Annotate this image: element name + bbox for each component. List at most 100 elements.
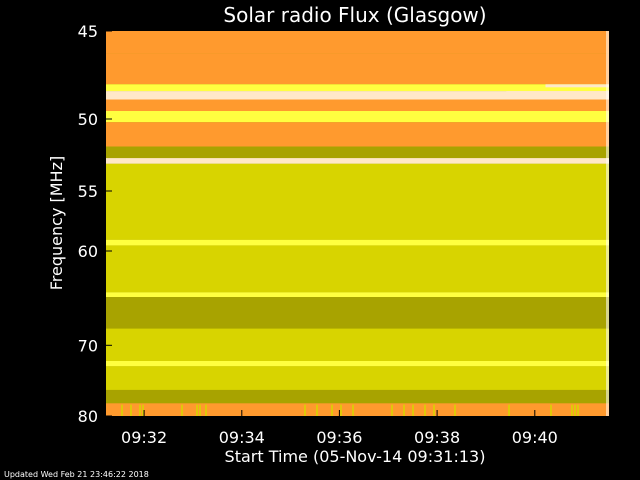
y-axis-label: Frequency [MHz] <box>47 156 66 290</box>
time-stripe-low-559 <box>559 404 561 416</box>
time-stripe-low-394 <box>394 404 396 416</box>
time-stripe-low-508 <box>508 404 510 416</box>
time-stripe-low-307 <box>307 404 309 416</box>
frequency-band-2 <box>106 84 609 92</box>
frequency-band-8 <box>106 158 609 164</box>
y-tick-label-60: 60 <box>78 242 98 261</box>
time-stripe-low-340 <box>340 404 342 416</box>
frequency-band-11 <box>106 245 609 293</box>
y-tick-labels: 45 50 55 60 70 80 <box>78 22 98 426</box>
time-stripe-low-331 <box>331 404 333 416</box>
time-stripe-low-538 <box>538 404 540 416</box>
time-stripe-layer <box>112 31 609 416</box>
y-tick-label-50: 50 <box>78 110 98 129</box>
x-tick-label-0938: 09:38 <box>414 428 460 447</box>
time-stripe-low-139 <box>139 404 141 416</box>
time-stripe-low-589 <box>589 404 591 416</box>
time-stripe-low-142 <box>142 404 144 416</box>
time-stripe-low-199 <box>199 404 201 416</box>
time-stripe-low-217 <box>217 404 219 416</box>
x-tick-marks <box>143 410 536 416</box>
time-stripe-low-370 <box>370 404 372 416</box>
time-stripe-low-427 <box>427 404 429 416</box>
frequency-band-0 <box>106 31 609 54</box>
y-tick-label-80: 80 <box>78 407 98 426</box>
frequency-band-17 <box>106 389 609 404</box>
frequency-band-7 <box>106 146 609 159</box>
time-stripe-low-184 <box>184 404 186 416</box>
frequency-band-14 <box>106 328 609 361</box>
time-stripe-low-403 <box>403 404 405 416</box>
frequency-band-15 <box>106 361 609 367</box>
y-tick-label-55: 55 <box>78 182 98 201</box>
x-tick-label-0934: 09:34 <box>219 428 265 447</box>
y-tick-label-45: 45 <box>78 22 98 41</box>
time-stripe-low-196 <box>196 404 198 416</box>
time-stripe-low-289 <box>289 404 291 416</box>
frequency-band-13 <box>106 297 609 329</box>
time-stripe-low-601 <box>601 404 603 416</box>
time-stripe-low-238 <box>238 404 240 416</box>
frequency-band-18 <box>106 403 609 416</box>
time-stripe-low-454 <box>454 404 456 416</box>
time-stripe-low-316 <box>316 404 318 416</box>
time-stripe-low-397 <box>397 404 399 416</box>
frequency-band-5 <box>106 111 609 123</box>
frequency-band-1 <box>106 53 609 85</box>
time-stripe-low-181 <box>181 404 183 416</box>
y-tick-marks <box>106 30 112 417</box>
time-stripe-low-223 <box>223 404 225 416</box>
time-stripe-low-172 <box>172 404 174 416</box>
time-stripe-low-157 <box>157 404 159 416</box>
x-tick-labels: 09:32 09:34 09:36 09:38 09:40 <box>121 428 558 447</box>
y-tick-label-70: 70 <box>78 336 98 355</box>
time-stripe-low-262 <box>262 404 264 416</box>
time-stripe-low-136 <box>136 404 138 416</box>
time-stripe-low-337 <box>337 404 339 416</box>
time-stripe-low-553 <box>553 404 555 416</box>
time-stripe-low-433 <box>433 404 435 416</box>
time-stripe-low-148 <box>148 404 150 416</box>
frequency-band-10 <box>106 239 609 246</box>
time-stripe-low-574 <box>574 404 576 416</box>
time-stripe-low-304 <box>304 404 306 416</box>
time-stripe-low-421 <box>421 404 423 416</box>
bright-line-step-2 <box>545 84 609 88</box>
time-stripe-low-577 <box>577 404 579 416</box>
frequency-band-layer <box>106 31 609 416</box>
frequency-band-16 <box>106 366 609 390</box>
time-stripe-low-163 <box>163 404 165 416</box>
time-stripe-low-424 <box>424 404 426 416</box>
time-stripe-low-355 <box>355 404 357 416</box>
time-stripe-low-130 <box>130 404 132 416</box>
time-stripe-low-571 <box>571 404 573 416</box>
frequency-band-4 <box>106 99 609 111</box>
chart-title: Solar radio Flux (Glasgow) <box>223 3 486 27</box>
time-stripe-low-382 <box>382 404 384 416</box>
x-axis-label: Start Time (05-Nov-14 09:31:13) <box>225 447 486 466</box>
frequency-band-3 <box>106 91 609 100</box>
x-tick-label-0932: 09:32 <box>121 428 167 447</box>
x-tick-label-0940: 09:40 <box>512 428 558 447</box>
time-stripe-low-412 <box>412 404 414 416</box>
frequency-band-9 <box>106 163 609 240</box>
time-stripe-low-256 <box>256 404 258 416</box>
time-stripe-low-379 <box>379 404 381 416</box>
time-stripe-low-391 <box>391 404 393 416</box>
x-tick-label-0936: 09:36 <box>316 428 362 447</box>
time-stripe-low-205 <box>205 404 207 416</box>
time-stripe-low-358 <box>358 404 360 416</box>
time-stripe-low-373 <box>373 404 375 416</box>
time-stripe-low-121 <box>121 404 123 416</box>
time-stripe-low-430 <box>430 404 432 416</box>
updated-timestamp: Updated Wed Feb 21 23:46:22 2018 <box>4 470 149 479</box>
time-stripe-low-550 <box>550 404 552 416</box>
time-stripe-low-388 <box>388 404 390 416</box>
time-stripe-low-295 <box>295 404 297 416</box>
bright-line-step-0 <box>428 96 609 100</box>
time-stripe-low-568 <box>568 404 570 416</box>
time-stripe-low-352 <box>352 404 354 416</box>
bright-line-step-1 <box>506 91 609 95</box>
